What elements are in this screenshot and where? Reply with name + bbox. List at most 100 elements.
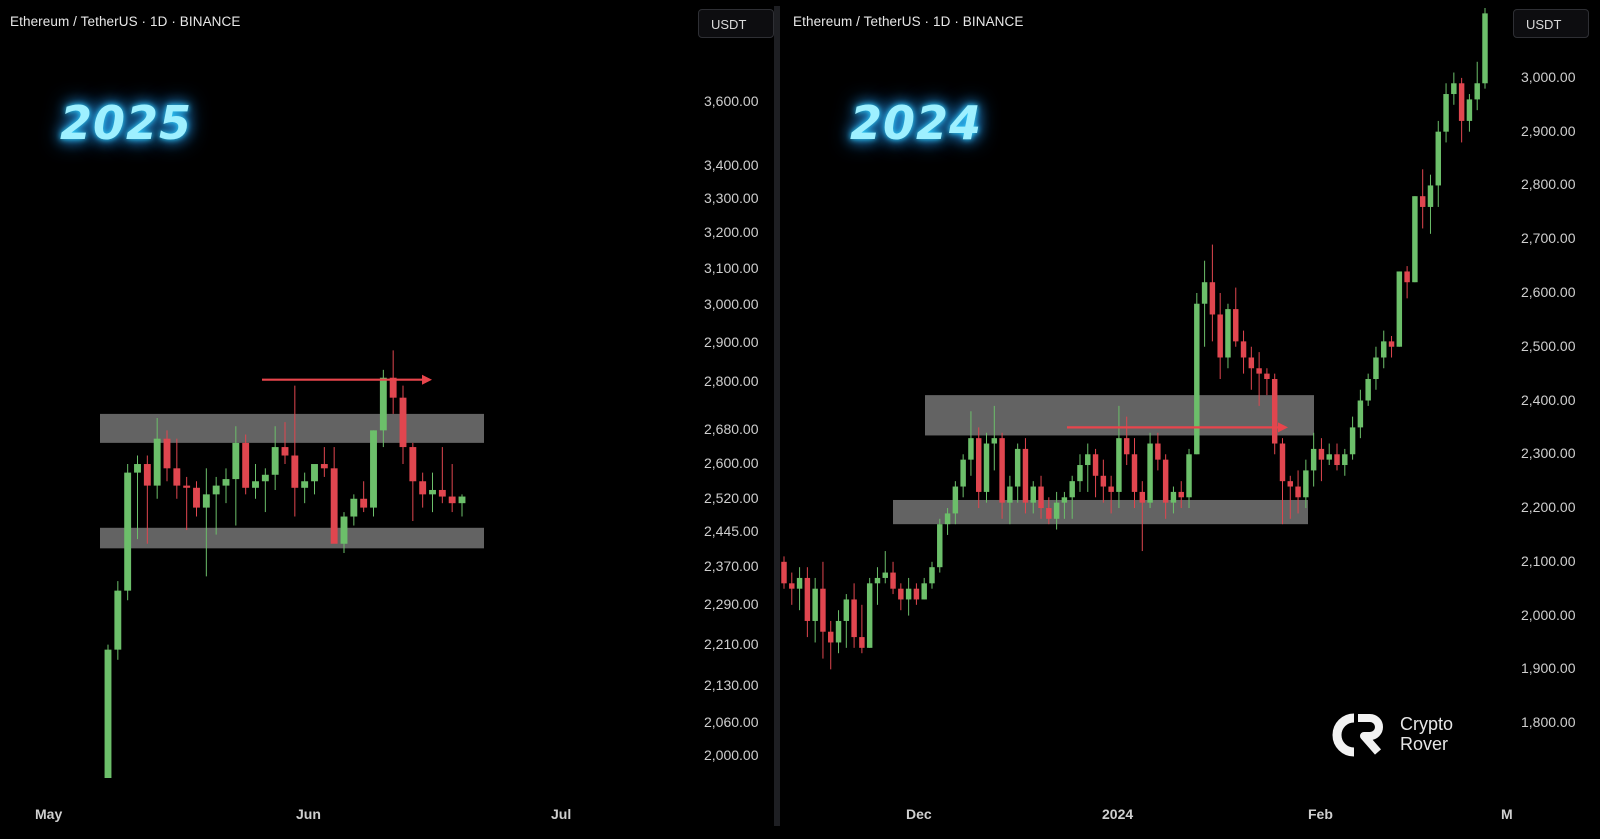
- candle: [921, 577, 927, 600]
- candle: [1178, 481, 1184, 509]
- candle: [1318, 438, 1325, 482]
- candle: [1412, 196, 1418, 283]
- candle: [291, 385, 299, 517]
- range-zone-support: [893, 499, 1308, 525]
- time-label-feb: Feb: [1308, 806, 1333, 822]
- price-label: 2,370.00: [704, 557, 759, 574]
- price-label: 3,300.00: [704, 190, 759, 207]
- price-label: 2,600.00: [1521, 283, 1576, 300]
- candle: [944, 508, 951, 535]
- candle: [960, 454, 966, 498]
- candle: [866, 577, 873, 648]
- candle: [242, 434, 250, 495]
- candle: [153, 417, 161, 499]
- candle: [419, 472, 427, 508]
- candle: [1443, 83, 1449, 143]
- candle: [438, 447, 446, 504]
- candle: [1373, 346, 1379, 390]
- candle: [937, 518, 943, 573]
- candle: [340, 512, 348, 553]
- price-label: 2,400.00: [1521, 391, 1576, 408]
- candle: [104, 644, 112, 778]
- price-label: 3,100.00: [704, 259, 759, 276]
- candle: [222, 468, 230, 504]
- price-label: 3,200.00: [704, 224, 759, 241]
- candle: [1014, 443, 1021, 503]
- candle: [458, 494, 466, 517]
- price-label: 2,300.00: [1521, 445, 1576, 462]
- currency-button[interactable]: USDT: [698, 9, 774, 38]
- price-label: 2,060.00: [704, 713, 759, 730]
- price-label: 2,520.00: [704, 489, 759, 506]
- candle: [173, 438, 181, 499]
- price-label: 2,000.00: [1521, 606, 1576, 623]
- candle: [1334, 443, 1340, 471]
- candle: [379, 369, 387, 448]
- price-label: 2,700.00: [1521, 230, 1576, 247]
- candle: [1194, 292, 1200, 455]
- logo-line-1: Crypto: [1400, 714, 1454, 734]
- candle: [409, 442, 417, 522]
- candle: [1310, 432, 1317, 487]
- candle: [1201, 260, 1208, 347]
- candle: [1295, 470, 1301, 514]
- candle: [301, 472, 309, 504]
- candle: [1388, 335, 1395, 358]
- candle: [913, 583, 920, 605]
- price-label: 2,900.00: [704, 333, 759, 350]
- candle: [232, 426, 240, 526]
- candlestick-chart-2024[interactable]: [780, 0, 1600, 839]
- candle: [370, 430, 377, 517]
- candle: [1287, 475, 1294, 519]
- candle: [905, 577, 912, 616]
- candle: [843, 594, 850, 648]
- currency-button[interactable]: USDT: [1513, 9, 1589, 38]
- candle: [1404, 266, 1410, 299]
- candle: [1131, 438, 1138, 509]
- candle: [1225, 303, 1231, 369]
- candle: [1217, 292, 1223, 379]
- price-label: 2,445.00: [704, 523, 759, 540]
- candle: [1061, 491, 1068, 519]
- price-label: 2,680.00: [704, 421, 759, 438]
- candle: [975, 427, 982, 509]
- candle: [1435, 120, 1441, 207]
- chart-title: Ethereum / TetherUS · 1D · BINANCE: [793, 14, 1024, 29]
- candle: [202, 468, 210, 577]
- range-zone-support: [100, 527, 484, 549]
- candle: [983, 432, 990, 503]
- candle: [1279, 438, 1286, 525]
- year-label: 2024: [850, 96, 983, 150]
- candle: [1007, 475, 1013, 525]
- candle: [828, 620, 834, 670]
- candle: [874, 567, 881, 605]
- range-zone-resistance: [925, 395, 1314, 436]
- candle: [448, 464, 456, 513]
- candle: [311, 464, 318, 495]
- time-label-may: May: [35, 806, 63, 822]
- candlestick-chart-2025[interactable]: [0, 0, 774, 839]
- price-label: 2,100.00: [1521, 552, 1576, 569]
- time-label-dec: Dec: [906, 806, 932, 822]
- candle: [124, 464, 132, 601]
- candle: [1427, 174, 1434, 234]
- logo-line-2: Rover: [1400, 734, 1449, 754]
- candle: [1030, 481, 1036, 514]
- candle: [163, 430, 171, 482]
- candle: [1466, 94, 1473, 132]
- candle: [1240, 330, 1247, 374]
- time-label-jun: Jun: [296, 806, 321, 822]
- candle: [952, 481, 959, 525]
- candle: [193, 481, 200, 517]
- candle: [252, 464, 259, 499]
- price-label: 2,500.00: [1521, 337, 1576, 354]
- candle: [1349, 416, 1356, 460]
- candle: [261, 468, 269, 513]
- candle: [820, 561, 826, 659]
- candle: [1271, 373, 1278, 455]
- candle: [1396, 271, 1403, 347]
- candle: [1357, 389, 1364, 439]
- candle: [1147, 432, 1153, 509]
- candle: [1139, 481, 1146, 552]
- candle: [882, 551, 888, 584]
